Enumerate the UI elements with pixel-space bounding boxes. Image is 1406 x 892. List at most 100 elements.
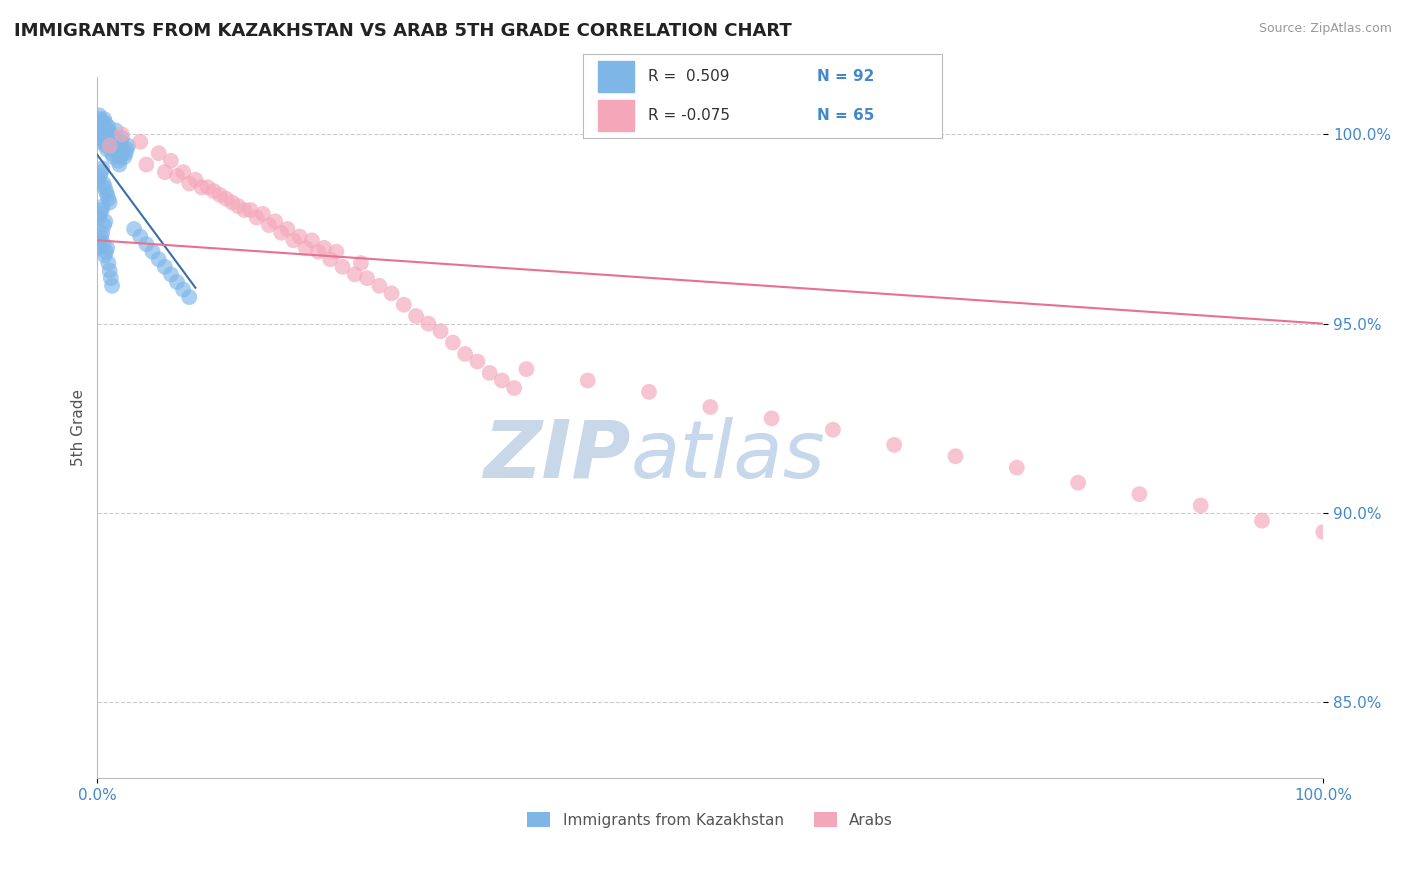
Point bbox=[418, 317, 440, 331]
Point bbox=[96, 143, 118, 157]
Point bbox=[1067, 475, 1090, 490]
Point bbox=[97, 123, 120, 137]
Point bbox=[325, 244, 347, 259]
Point bbox=[252, 207, 274, 221]
Point bbox=[166, 275, 188, 289]
Point bbox=[264, 214, 287, 228]
Point bbox=[135, 237, 157, 252]
Point bbox=[172, 165, 194, 179]
Point bbox=[105, 143, 128, 157]
Point bbox=[314, 241, 336, 255]
Point bbox=[319, 252, 342, 267]
Point bbox=[148, 252, 170, 267]
Point bbox=[98, 263, 121, 277]
Point bbox=[89, 128, 111, 142]
Point bbox=[356, 271, 378, 285]
Point bbox=[515, 362, 537, 376]
Point bbox=[90, 116, 112, 130]
Point bbox=[93, 112, 115, 127]
Point bbox=[153, 165, 176, 179]
Point bbox=[94, 184, 117, 198]
Text: N = 65: N = 65 bbox=[817, 108, 875, 123]
Point bbox=[90, 202, 112, 217]
Point bbox=[91, 131, 114, 145]
Point bbox=[91, 128, 114, 142]
Point bbox=[87, 116, 110, 130]
Point bbox=[104, 123, 127, 137]
Point bbox=[491, 374, 513, 388]
Point bbox=[91, 199, 114, 213]
Point bbox=[190, 180, 212, 194]
Point bbox=[221, 195, 243, 210]
Point bbox=[114, 146, 136, 161]
Point bbox=[97, 256, 120, 270]
Point bbox=[93, 248, 115, 262]
Point bbox=[276, 222, 298, 236]
Point bbox=[93, 180, 115, 194]
Point bbox=[96, 187, 118, 202]
Point bbox=[111, 146, 134, 161]
Point bbox=[148, 146, 170, 161]
Point bbox=[1251, 514, 1274, 528]
Point bbox=[94, 138, 117, 153]
Point bbox=[429, 324, 451, 338]
Point bbox=[96, 241, 118, 255]
Point bbox=[97, 120, 120, 134]
Point bbox=[129, 135, 152, 149]
Point bbox=[350, 256, 373, 270]
Point bbox=[112, 150, 135, 164]
Point bbox=[392, 298, 415, 312]
Text: atlas: atlas bbox=[631, 417, 825, 495]
Text: R =  0.509: R = 0.509 bbox=[648, 69, 730, 84]
Point bbox=[89, 169, 111, 183]
Point bbox=[96, 131, 118, 145]
Point bbox=[197, 180, 219, 194]
Bar bbox=[598, 100, 634, 130]
Point bbox=[110, 135, 132, 149]
Point bbox=[883, 438, 905, 452]
Point bbox=[945, 449, 967, 463]
Point bbox=[87, 241, 110, 255]
Point bbox=[87, 135, 110, 149]
Point bbox=[343, 268, 366, 282]
Point bbox=[307, 244, 329, 259]
Point bbox=[503, 381, 526, 395]
Point bbox=[107, 146, 129, 161]
Point bbox=[467, 354, 489, 368]
Text: Source: ZipAtlas.com: Source: ZipAtlas.com bbox=[1258, 22, 1392, 36]
Point bbox=[89, 108, 111, 122]
Point bbox=[699, 400, 721, 414]
Point bbox=[239, 202, 262, 217]
Point bbox=[100, 128, 122, 142]
Point bbox=[332, 260, 354, 274]
Text: R = -0.075: R = -0.075 bbox=[648, 108, 730, 123]
Point bbox=[160, 153, 183, 168]
Point bbox=[93, 116, 115, 130]
Point bbox=[90, 123, 112, 137]
Point bbox=[87, 172, 110, 186]
Point bbox=[90, 229, 112, 244]
Point bbox=[117, 138, 139, 153]
Point bbox=[101, 146, 124, 161]
Point bbox=[160, 268, 183, 282]
Point bbox=[1128, 487, 1150, 501]
Point bbox=[1312, 524, 1334, 539]
Point bbox=[97, 135, 120, 149]
Point bbox=[761, 411, 783, 425]
Point bbox=[104, 138, 127, 153]
Point bbox=[103, 138, 125, 153]
Point bbox=[441, 335, 464, 350]
Point bbox=[478, 366, 501, 380]
Point bbox=[257, 218, 280, 232]
Point bbox=[184, 172, 207, 186]
Point bbox=[153, 260, 176, 274]
Text: ZIP: ZIP bbox=[484, 417, 631, 495]
Point bbox=[103, 143, 125, 157]
Point bbox=[294, 241, 316, 255]
Point bbox=[381, 286, 404, 301]
Point bbox=[101, 131, 124, 145]
Point bbox=[94, 244, 117, 259]
Bar bbox=[598, 62, 634, 92]
Point bbox=[91, 226, 114, 240]
Point bbox=[89, 233, 111, 247]
